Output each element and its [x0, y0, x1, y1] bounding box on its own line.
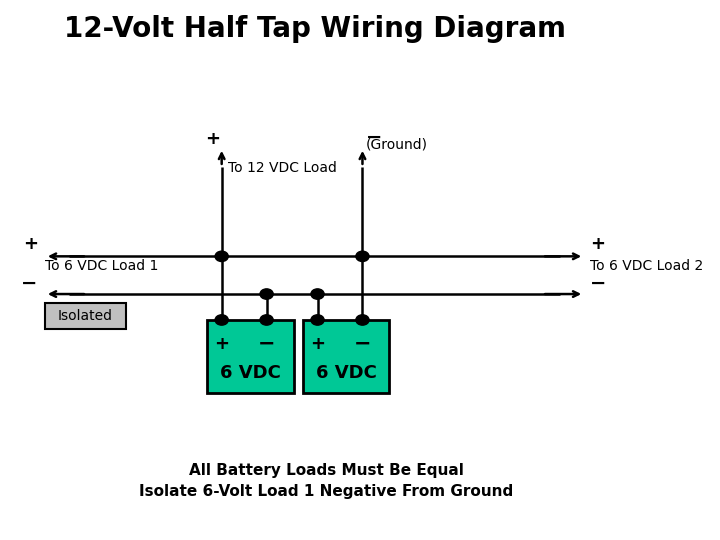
- Text: To 12 VDC Load: To 12 VDC Load: [228, 161, 336, 175]
- Text: −: −: [22, 273, 37, 292]
- Bar: [45, 303, 126, 329]
- Circle shape: [311, 289, 324, 299]
- Text: Isolated: Isolated: [58, 309, 113, 323]
- Text: +: +: [310, 335, 325, 353]
- Bar: [207, 320, 294, 393]
- Text: −: −: [354, 333, 372, 353]
- Text: +: +: [23, 235, 37, 253]
- Text: +: +: [590, 235, 605, 253]
- Text: All Battery Loads Must Be Equal: All Battery Loads Must Be Equal: [189, 463, 464, 478]
- Text: +: +: [214, 335, 229, 353]
- Text: (Ground): (Ground): [366, 137, 428, 151]
- Bar: [302, 320, 390, 393]
- Circle shape: [215, 315, 228, 325]
- Circle shape: [311, 315, 324, 325]
- Circle shape: [260, 315, 273, 325]
- Text: 6 VDC: 6 VDC: [315, 364, 377, 382]
- Circle shape: [356, 315, 369, 325]
- Text: Isolate 6-Volt Load 1 Negative From Ground: Isolate 6-Volt Load 1 Negative From Grou…: [140, 483, 513, 498]
- Text: −: −: [590, 273, 606, 292]
- Text: −: −: [366, 128, 382, 147]
- Text: 6 VDC: 6 VDC: [220, 364, 281, 382]
- Text: To 6 VDC Load 2: To 6 VDC Load 2: [590, 259, 703, 273]
- Text: To 6 VDC Load 1: To 6 VDC Load 1: [45, 259, 158, 273]
- Circle shape: [260, 289, 273, 299]
- Title: 12-Volt Half Tap Wiring Diagram: 12-Volt Half Tap Wiring Diagram: [63, 15, 565, 43]
- Circle shape: [356, 251, 369, 261]
- Text: −: −: [258, 333, 275, 353]
- Circle shape: [215, 251, 228, 261]
- Text: +: +: [205, 131, 220, 149]
